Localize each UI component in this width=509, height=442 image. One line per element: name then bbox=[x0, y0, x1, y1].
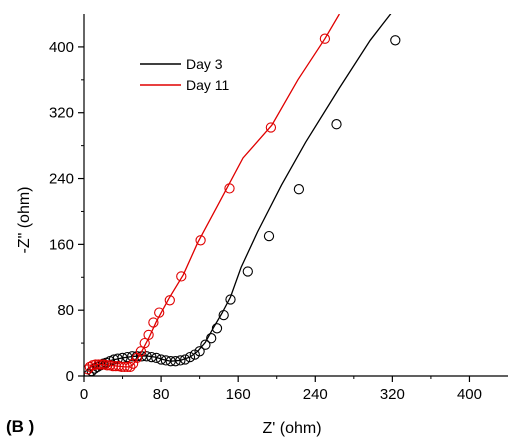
data-point bbox=[164, 295, 175, 306]
x-tick-label: 160 bbox=[226, 386, 251, 403]
data-point bbox=[263, 230, 275, 242]
y-tick-label: 80 bbox=[57, 302, 74, 319]
series-layer bbox=[84, 14, 401, 376]
data-point bbox=[265, 122, 277, 133]
data-point bbox=[319, 33, 331, 44]
x-tick-label: 80 bbox=[153, 386, 170, 403]
data-point bbox=[242, 266, 253, 277]
data-point bbox=[125, 361, 136, 373]
data-point bbox=[331, 119, 342, 130]
data-point bbox=[194, 346, 205, 357]
data-point bbox=[122, 361, 133, 373]
y-tick-label: 240 bbox=[49, 171, 74, 188]
x-tick-label: 400 bbox=[457, 386, 482, 403]
data-point bbox=[225, 294, 236, 305]
data-point bbox=[155, 354, 167, 365]
series-line bbox=[88, 14, 392, 375]
data-point bbox=[175, 355, 186, 366]
data-point bbox=[148, 317, 159, 328]
data-point bbox=[293, 184, 305, 195]
data-point bbox=[176, 271, 187, 282]
data-point bbox=[143, 329, 154, 341]
data-point bbox=[224, 183, 235, 194]
data-point bbox=[206, 333, 217, 344]
y-tick-label: 320 bbox=[49, 105, 74, 122]
data-point bbox=[195, 235, 206, 246]
data-point bbox=[218, 309, 229, 321]
data-point bbox=[93, 359, 104, 370]
data-point bbox=[211, 323, 223, 334]
legend-label: Day 11 bbox=[186, 77, 230, 93]
data-point bbox=[139, 337, 150, 349]
series-day-3 bbox=[84, 14, 401, 376]
y-tick-label: 160 bbox=[49, 236, 74, 253]
x-axis-title: Z' (ohm) bbox=[262, 420, 321, 437]
data-point bbox=[146, 351, 157, 363]
data-point bbox=[112, 353, 123, 364]
data-point bbox=[170, 356, 181, 367]
data-point bbox=[127, 358, 139, 369]
legend-label: Day 3 bbox=[186, 56, 223, 72]
data-point bbox=[135, 346, 147, 357]
data-point bbox=[390, 35, 401, 46]
data-point bbox=[151, 352, 162, 364]
panel-label: (B ) bbox=[6, 417, 34, 436]
data-point bbox=[184, 351, 196, 363]
y-tick-label: 0 bbox=[66, 368, 74, 385]
data-point bbox=[165, 356, 176, 367]
series-day-11 bbox=[84, 14, 340, 375]
x-tick-label: 0 bbox=[80, 386, 88, 403]
y-tick-label: 400 bbox=[49, 39, 74, 56]
x-tick-label: 240 bbox=[303, 386, 328, 403]
data-point bbox=[180, 354, 191, 365]
legend: Day 3 Day 11 bbox=[140, 56, 230, 93]
data-point bbox=[90, 359, 101, 370]
data-point bbox=[154, 307, 165, 318]
x-tick-label: 320 bbox=[380, 386, 405, 403]
data-point bbox=[200, 339, 211, 350]
y-axis-title: -Z" (ohm) bbox=[16, 186, 33, 253]
axes-layer: 0 80 160 240 320 400 0 80 160 240 320 400 bbox=[49, 14, 508, 403]
